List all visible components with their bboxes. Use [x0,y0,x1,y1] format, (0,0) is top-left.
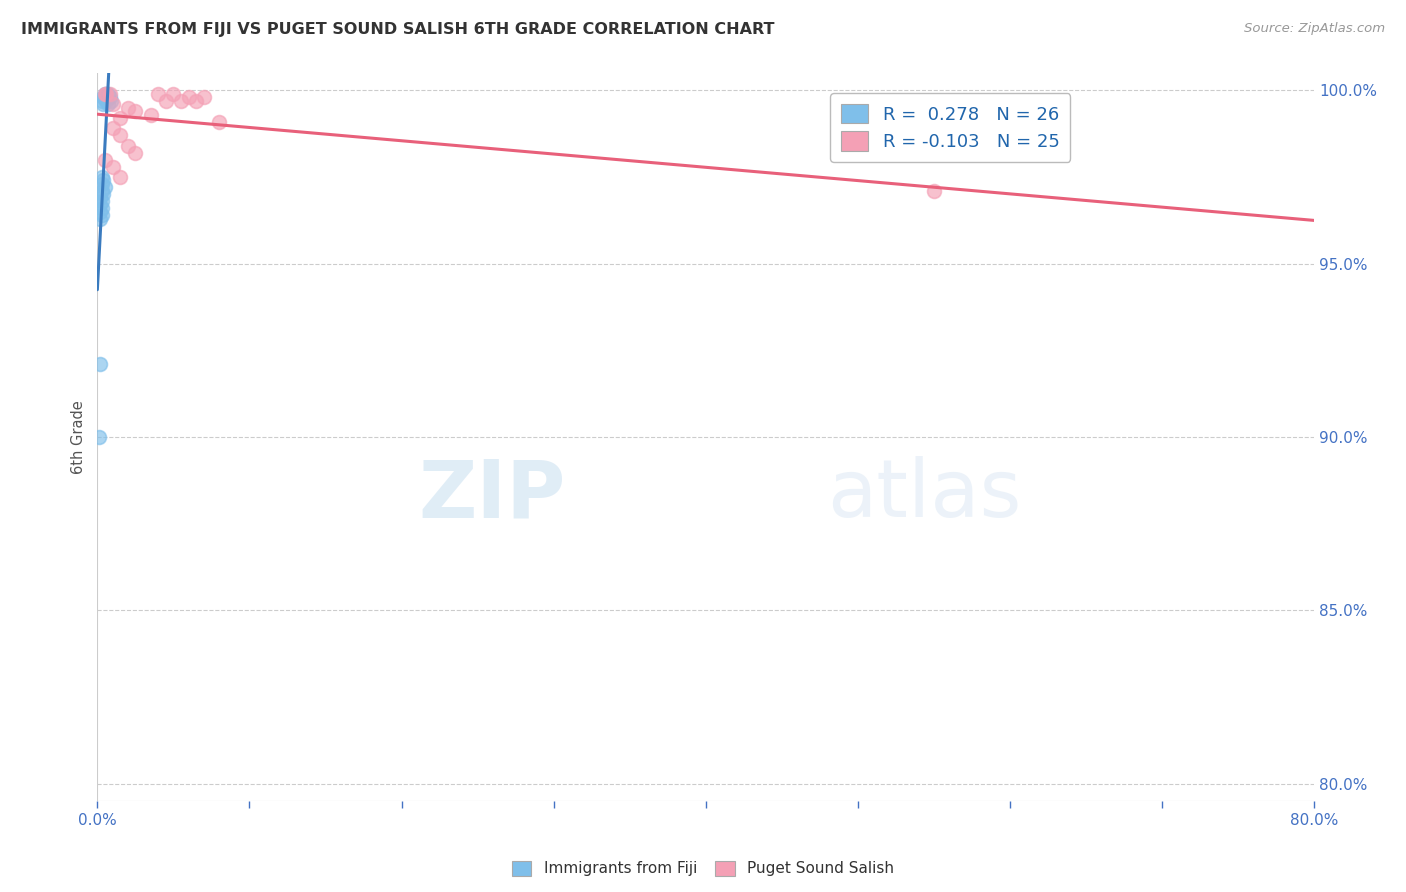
Point [89,357,111,371]
Point [89,204,111,219]
Point [177,90,200,104]
Point [89,211,111,226]
Point [139,107,162,121]
Point [89,191,111,205]
Point [108,128,131,143]
Point [193,90,215,104]
Point [94,180,117,194]
Point [90,208,112,222]
Point [87,430,110,444]
Point [93,187,115,202]
Point [90,94,112,108]
Point [124,145,146,160]
Text: atlas: atlas [827,457,1022,534]
Point [94,90,117,104]
Point [90,201,112,215]
Point [108,111,131,125]
Legend: Immigrants from Fiji, Puget Sound Salish: Immigrants from Fiji, Puget Sound Salish [505,855,901,882]
Point [90,194,112,209]
Point [97,87,120,101]
Text: ZIP: ZIP [419,457,565,534]
Point [101,97,124,112]
Point [101,160,124,174]
Point [93,90,115,104]
Point [96,87,118,101]
Point [94,153,117,167]
Point [90,177,112,191]
Point [208,114,231,128]
Point [1333,222,1355,236]
Point [170,94,193,108]
Y-axis label: 6th Grade: 6th Grade [72,401,86,474]
Point [94,87,117,101]
Point [93,97,115,112]
Text: IMMIGRANTS FROM FIJI VS PUGET SOUND SALISH 6TH GRADE CORRELATION CHART: IMMIGRANTS FROM FIJI VS PUGET SOUND SALI… [21,22,775,37]
Point [922,184,945,198]
Point [90,184,112,198]
Point [89,198,111,212]
Point [96,87,118,101]
Point [108,169,131,184]
Point [117,101,139,115]
Point [98,90,121,104]
Point [186,94,208,108]
Point [96,94,118,108]
Point [148,87,170,101]
Point [93,173,115,187]
Point [124,104,146,119]
Point [90,169,112,184]
Point [100,94,122,108]
Point [94,87,117,101]
Text: Source: ZipAtlas.com: Source: ZipAtlas.com [1244,22,1385,36]
Legend: R =  0.278   N = 26, R = -0.103   N = 25: R = 0.278 N = 26, R = -0.103 N = 25 [831,93,1070,161]
Point [97,97,120,112]
Point [162,87,184,101]
Point [155,94,177,108]
Point [98,87,121,101]
Point [101,121,124,136]
Point [117,138,139,153]
